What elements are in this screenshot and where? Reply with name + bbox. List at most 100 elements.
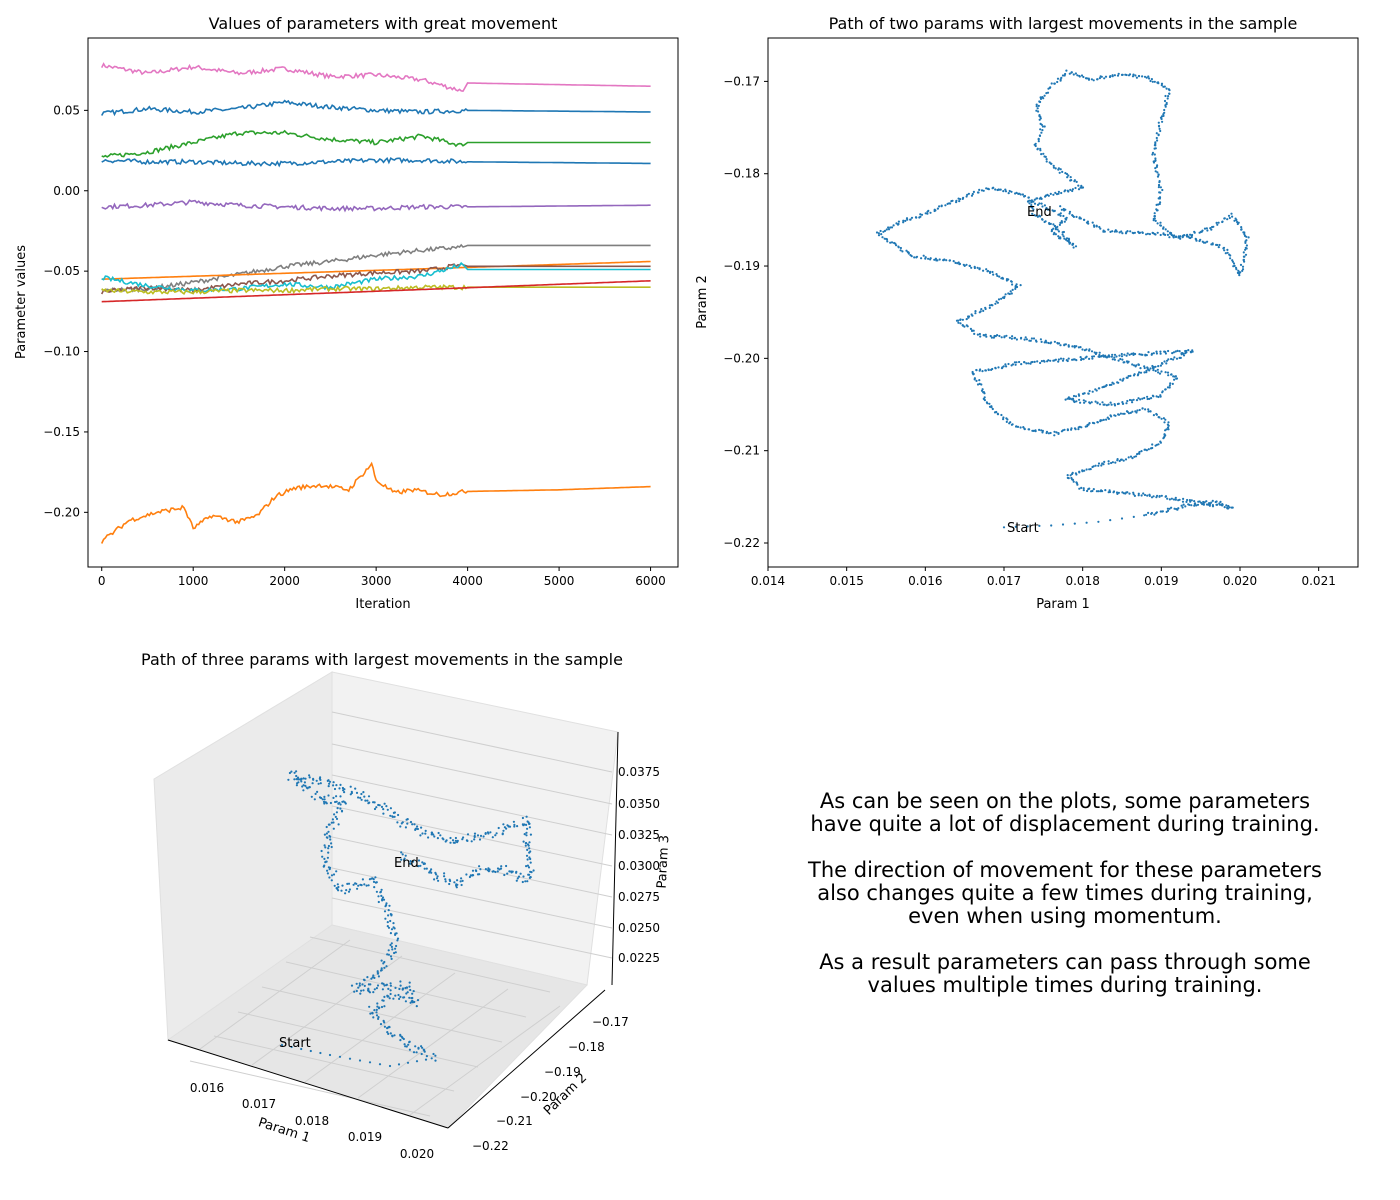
chart2-point (1157, 173, 1160, 176)
chart2-point (981, 370, 984, 373)
chart2-point (1174, 496, 1177, 499)
chart2-point (1178, 350, 1181, 353)
chart2-point (1050, 82, 1053, 85)
chart3-point (389, 814, 392, 817)
chart2-point (1242, 258, 1245, 261)
chart2-point (1089, 468, 1092, 471)
chart2-point (1174, 350, 1177, 353)
chart2-point (994, 367, 997, 370)
chart2-point (1077, 428, 1080, 431)
chart2-point (1160, 84, 1163, 87)
chart3-point (300, 780, 303, 783)
chart2-point (1096, 78, 1099, 81)
chart2-point (1122, 402, 1125, 405)
chart2-xtick-label: 0.019 (1144, 574, 1178, 588)
chart2-point (1158, 416, 1161, 419)
chart2-point (1116, 402, 1119, 406)
chart3-point (344, 892, 347, 895)
chart3-point (330, 879, 333, 882)
chart2-point (1043, 94, 1046, 97)
chart2-point (1157, 395, 1160, 399)
chart3-point (396, 939, 399, 942)
chart2-point (1143, 366, 1146, 370)
chart2-point (1011, 283, 1014, 286)
chart3-ztick-label: 0.0275 (618, 890, 660, 904)
chart2-point (1023, 361, 1026, 364)
chart3-point (361, 983, 364, 986)
chart2-point (1073, 345, 1076, 348)
chart2-point (972, 190, 976, 193)
chart2-point (1060, 191, 1063, 195)
chart2-point (1097, 490, 1100, 493)
chart2-point (991, 407, 994, 411)
chart2-point (970, 329, 974, 332)
chart2-point (1005, 417, 1008, 420)
chart3-point (532, 869, 535, 872)
chart2-point (1005, 365, 1008, 368)
chart3-point (328, 780, 332, 783)
chart3-point (390, 945, 393, 949)
chart2-point (1040, 429, 1043, 432)
chart2-point (1146, 232, 1149, 235)
chart3-point (365, 884, 368, 887)
chart2-point (1196, 503, 1200, 506)
chart3-point (403, 996, 406, 999)
chart3-point (367, 884, 370, 887)
chart3-point (465, 873, 468, 876)
chart2-point (1047, 432, 1050, 435)
chart2-point (1014, 287, 1017, 290)
chart2-point (1105, 356, 1108, 359)
chart2-point (1111, 353, 1114, 356)
chart2-point (961, 324, 964, 327)
chart3-point (455, 883, 458, 886)
chart2-point (1000, 413, 1003, 417)
chart3-point (326, 869, 329, 872)
chart2-point (982, 309, 985, 312)
chart2-point (1013, 337, 1016, 340)
chart2-point (1168, 384, 1171, 387)
chart2-point (1045, 431, 1048, 435)
chart2-point (985, 335, 988, 338)
chart2-point (1103, 403, 1106, 406)
chart2-point (1009, 290, 1012, 293)
chart2-point (1121, 491, 1124, 494)
chart3-point (396, 937, 400, 940)
chart3-point (497, 826, 500, 830)
chart3-point (335, 800, 338, 803)
chart3-point (473, 832, 477, 835)
chart2-point (999, 188, 1002, 191)
chart2-point (996, 274, 999, 277)
chart3-point (293, 771, 296, 774)
chart3-point (527, 866, 531, 869)
chart3-point (393, 815, 396, 818)
chart2-point (1140, 450, 1143, 453)
chart2-point (1193, 231, 1196, 234)
chart2-point (1059, 214, 1062, 217)
chart2-point (1129, 374, 1132, 377)
chart3-point (400, 858, 403, 861)
chart3-point (473, 838, 476, 841)
chart2-point (1243, 260, 1246, 263)
chart2-point (1019, 337, 1023, 340)
chart2-point (1054, 167, 1057, 170)
chart2-point (1072, 480, 1075, 483)
chart2-point (1070, 476, 1073, 480)
chart3-xaxis-line (167, 1039, 449, 1129)
chart2-point (1157, 125, 1161, 128)
chart2-point (1198, 239, 1201, 243)
chart2-point (1038, 524, 1041, 528)
chart1-series-line-4 (101, 199, 651, 213)
chart3-point (423, 867, 426, 870)
chart3-point (369, 983, 372, 986)
chart2-point (1185, 500, 1188, 503)
chart3-point (373, 807, 377, 811)
chart2-point (1080, 184, 1083, 187)
chart2-point (1039, 122, 1042, 125)
chart2-point (936, 207, 940, 210)
chart2-point (1154, 141, 1157, 144)
chart3-point (339, 783, 342, 787)
chart3-point (334, 815, 337, 819)
chart3-point (375, 881, 378, 884)
chart2-point (1039, 361, 1042, 365)
chart3-point (398, 987, 401, 991)
